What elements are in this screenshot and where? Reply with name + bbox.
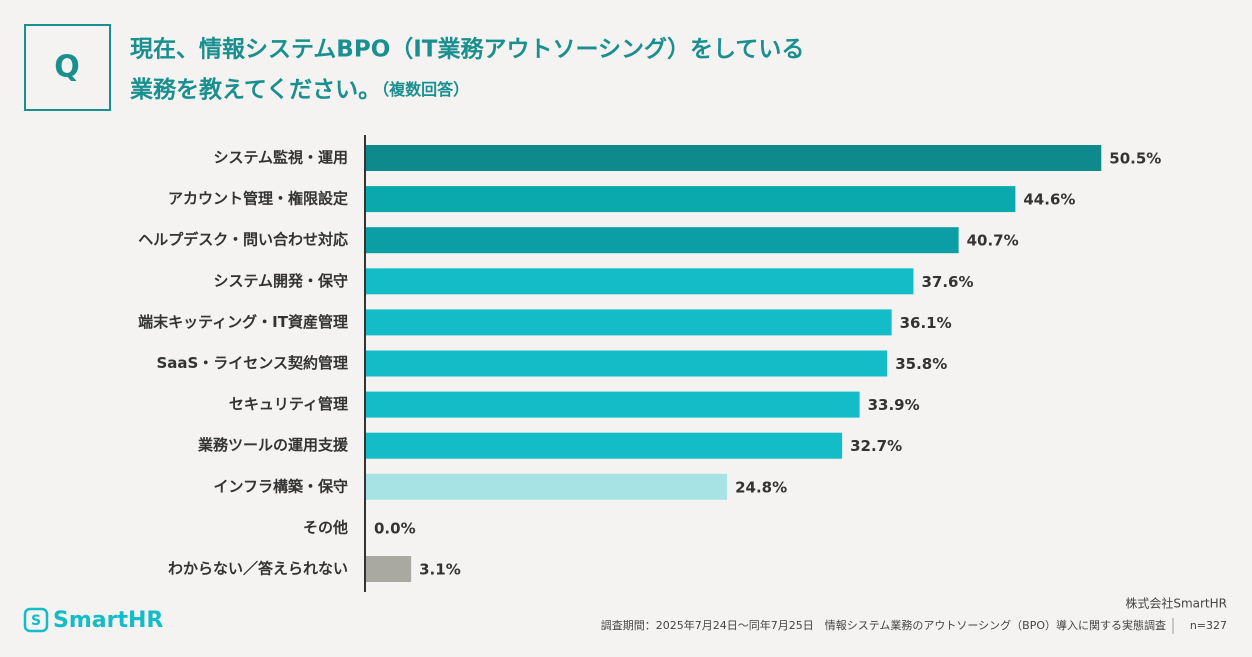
value-label: 24.8% — [735, 478, 787, 496]
category-label: SaaS・ライセンス契約管理 — [156, 354, 348, 372]
title: 業務を教えてください。（複数回答） — [129, 76, 469, 103]
value-label: 3.1% — [419, 561, 461, 579]
company: 株式会社SmartHR — [1125, 596, 1227, 611]
bar — [366, 432, 843, 459]
category-label: システム開発・保守 — [213, 272, 348, 290]
bar — [366, 556, 412, 582]
bar — [366, 227, 959, 254]
q-box — [24, 24, 111, 111]
category-label: わからない／答えられない — [168, 560, 348, 578]
logo-icon: S — [31, 613, 41, 629]
value-label: 32.7% — [850, 437, 902, 455]
q-label: Q — [54, 50, 80, 85]
logo: S SmartHR — [23, 607, 163, 633]
value-label: 40.7% — [967, 232, 1019, 250]
bar — [366, 473, 728, 500]
category-label: インフラ構築・保守 — [213, 477, 348, 495]
value-label: 36.1% — [900, 314, 952, 332]
category-label: 端末キッティング・IT資産管理 — [138, 313, 348, 331]
value-label: 50.5% — [1109, 150, 1161, 168]
category-label: セキュリティ管理 — [229, 395, 348, 413]
value-label: 33.9% — [868, 396, 920, 414]
bar — [366, 268, 914, 295]
bar — [366, 391, 860, 418]
bar — [366, 145, 1102, 171]
bar — [366, 309, 892, 336]
title: 業務を教えてください。 — [129, 76, 381, 103]
value-label: 37.6% — [921, 273, 973, 291]
title: 現在、情報システムBPO（IT業務アウトソーシング）をしている — [130, 36, 804, 63]
value-label: 35.8% — [895, 355, 947, 373]
title-note: （複数回答） — [381, 80, 469, 99]
category-label: ヘルプデスク・問い合わせ対応 — [138, 231, 348, 249]
bar — [366, 350, 888, 377]
category-label: システム監視・運用 — [213, 149, 348, 167]
logo-icon — [23, 607, 49, 633]
footnote: 調査期間：2025年7月24日～同年7月25日 情報システム業務のアウトソーシン… — [601, 618, 1166, 632]
category-label: その他 — [303, 518, 348, 536]
value-label: 44.6% — [1023, 191, 1075, 209]
category-label: アカウント管理・権限設定 — [168, 190, 348, 208]
logo-text: SmartHR — [53, 608, 163, 633]
category-label: 業務ツールの運用支援 — [197, 436, 349, 454]
value-label: 0.0% — [374, 519, 416, 537]
sample-size: n=327 — [1190, 619, 1227, 632]
bar — [366, 186, 1016, 213]
